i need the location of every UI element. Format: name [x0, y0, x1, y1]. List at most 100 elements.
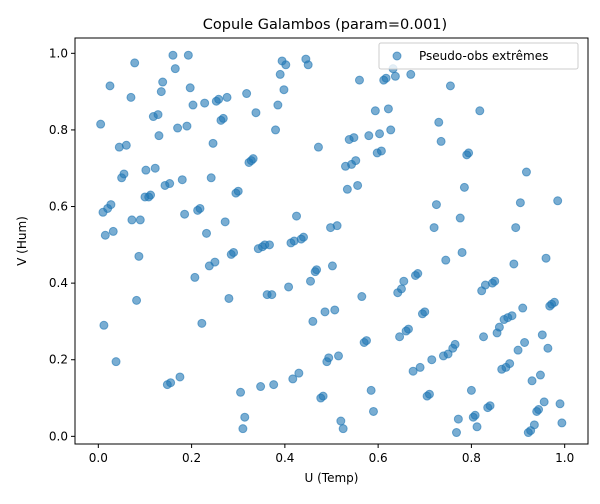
data-point	[100, 230, 110, 240]
data-point	[334, 351, 343, 361]
data-point	[240, 412, 250, 422]
data-point	[233, 186, 243, 196]
data-point	[121, 140, 131, 150]
data-point	[251, 108, 261, 118]
data-point	[170, 64, 180, 74]
data-point	[396, 284, 406, 294]
data-point	[318, 391, 328, 401]
data-point	[408, 366, 418, 376]
data-point	[527, 376, 537, 386]
data-point	[464, 148, 474, 158]
chart-title: Copule Galambos (param=0.001)	[203, 17, 447, 33]
data-point	[271, 125, 281, 135]
data-point	[434, 117, 444, 127]
data-point	[555, 399, 565, 409]
data-point	[455, 213, 465, 223]
data-point	[475, 106, 485, 116]
y-tick-label: 0.2	[49, 353, 68, 367]
data-point	[166, 378, 176, 388]
data-point	[284, 282, 294, 292]
data-point	[185, 83, 195, 93]
data-point	[366, 385, 376, 395]
data-point	[415, 362, 425, 372]
data-point	[529, 420, 539, 430]
data-point	[236, 387, 246, 397]
data-point	[383, 104, 393, 114]
data-point	[175, 372, 185, 382]
data-point	[424, 389, 434, 399]
y-tick-label: 0.8	[49, 123, 68, 137]
legend-marker	[392, 51, 402, 61]
data-point	[197, 318, 207, 328]
data-point	[195, 203, 205, 213]
data-point	[511, 223, 521, 233]
data-point	[549, 297, 559, 307]
data-point	[106, 200, 116, 210]
data-point	[206, 173, 216, 183]
data-point	[248, 154, 258, 164]
data-point	[158, 77, 168, 87]
data-point	[214, 94, 224, 104]
data-point	[413, 269, 423, 279]
data-point	[450, 339, 460, 349]
y-tick-label: 0.0	[49, 429, 68, 443]
data-point	[141, 165, 151, 175]
x-tick-label: 0.2	[182, 451, 201, 465]
data-point	[153, 110, 163, 120]
data-point	[518, 303, 528, 313]
data-point	[420, 307, 430, 317]
data-point	[165, 179, 175, 189]
y-tick-label: 1.0	[49, 46, 68, 60]
data-point	[443, 349, 453, 359]
data-point	[466, 385, 476, 395]
data-point	[108, 226, 118, 236]
data-point	[135, 215, 145, 225]
data-point	[445, 81, 455, 91]
data-point	[313, 142, 323, 152]
data-point	[96, 119, 106, 129]
data-point	[299, 232, 309, 242]
data-point	[543, 343, 553, 353]
data-point	[534, 405, 544, 415]
data-point	[288, 374, 298, 384]
data-point	[441, 255, 451, 265]
data-point	[370, 106, 380, 116]
data-point	[520, 338, 530, 347]
data-point	[431, 200, 441, 210]
x-tick-label: 0.0	[89, 451, 108, 465]
data-point	[320, 307, 330, 317]
data-point	[336, 416, 346, 426]
data-point	[111, 357, 121, 367]
data-point	[224, 293, 234, 303]
y-axis-label: V (Hum)	[15, 216, 29, 266]
data-point	[264, 240, 274, 250]
data-point	[327, 261, 337, 271]
data-point	[269, 380, 279, 390]
data-point	[279, 85, 289, 95]
data-point	[281, 60, 291, 70]
data-point	[353, 180, 363, 190]
data-point	[375, 129, 385, 139]
data-point	[229, 247, 239, 257]
data-point	[390, 71, 400, 81]
data-point	[256, 382, 266, 392]
data-point	[553, 196, 563, 206]
x-axis-ticks: 0.0 0.2 0.4 0.6 0.8 1.0	[89, 444, 574, 465]
data-point	[453, 414, 463, 424]
data-point	[220, 217, 230, 227]
data-point	[332, 221, 342, 231]
data-point	[150, 163, 160, 173]
data-point	[436, 136, 446, 146]
data-point	[509, 259, 519, 269]
data-point	[557, 418, 567, 428]
points-layer	[96, 50, 567, 438]
x-tick-label: 1.0	[555, 451, 574, 465]
y-tick-label: 0.4	[49, 276, 68, 290]
data-point	[154, 131, 164, 141]
data-point	[521, 167, 531, 177]
data-point	[351, 156, 361, 166]
data-point	[457, 247, 467, 257]
data-point	[349, 133, 359, 143]
data-point	[324, 353, 334, 363]
